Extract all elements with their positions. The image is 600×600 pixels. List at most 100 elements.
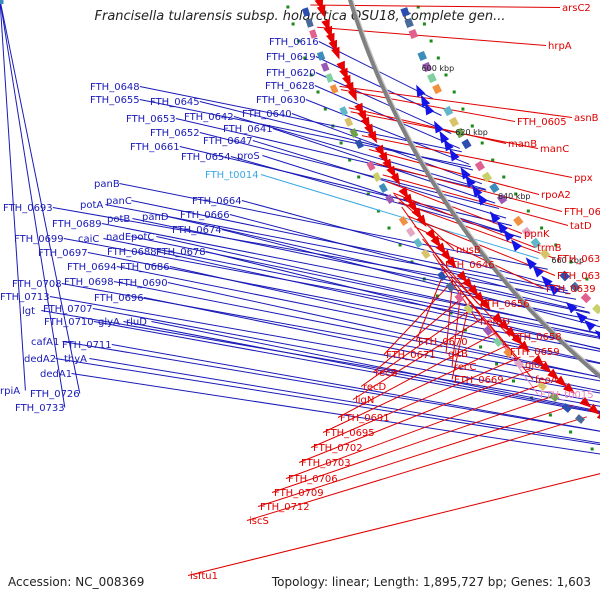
tick-dot <box>449 311 453 315</box>
forward-gene-label: FTH_0653 <box>126 114 176 125</box>
reverse-gene-arrow <box>596 413 600 419</box>
forward-gene-label: FTH_0733 <box>15 403 65 414</box>
forward-gene-label: nadE <box>106 232 131 243</box>
forward-leader-line <box>89 358 600 444</box>
forward-gene-label: proS <box>237 151 260 162</box>
tick-dot <box>339 141 343 145</box>
tick-dot <box>590 447 594 451</box>
forward-gene-label: FTH_0642 <box>184 112 234 123</box>
forward-gene-label: FTH_0726 <box>30 389 80 400</box>
tick-dot <box>461 107 465 111</box>
tick-dot <box>479 345 483 349</box>
inner-gc-block <box>521 226 533 238</box>
reverse-gene-arrow <box>504 326 517 339</box>
tick-dot <box>514 192 518 196</box>
tick-dots <box>0 0 594 451</box>
forward-gene-label: FTH_0661 <box>130 142 180 153</box>
inner-gc-block <box>513 215 524 227</box>
forward-leader-line <box>62 341 600 432</box>
reverse-leader-line <box>246 416 587 521</box>
forward-leader-line <box>167 282 600 378</box>
forward-gene-arrow <box>420 94 431 108</box>
inner-gc-block <box>489 182 500 194</box>
tick-dot <box>309 73 313 77</box>
forward-gene-label: FTH_0666 <box>180 210 230 221</box>
reverse-leader-line <box>298 368 534 463</box>
reverse-leader-line <box>441 265 511 337</box>
tick-dot <box>491 158 495 162</box>
inner-gc-block <box>443 105 454 117</box>
reverse-gene-arrow <box>398 186 409 200</box>
outer-gc-block <box>437 271 447 281</box>
reverse-gene-arrow <box>440 249 452 262</box>
forward-gene-label: FTH_0697 <box>38 248 88 259</box>
tick-label: 620 kbp <box>455 128 488 137</box>
reverse-leader-line <box>368 149 540 195</box>
forward-gene-label: caiC <box>78 234 99 245</box>
reverse-gene-label: FTH_0671 <box>386 350 436 361</box>
forward-gene-label: FTH_0696 <box>94 293 144 304</box>
outer-gc-block <box>482 326 493 336</box>
inner-gc-block <box>432 83 442 95</box>
reverse-leader-line <box>422 238 479 304</box>
reverse-leader-line <box>376 162 563 212</box>
reverse-gene-arrow <box>555 375 567 387</box>
inner-gc-block <box>474 160 485 172</box>
reverse-gene-arrow <box>386 165 397 179</box>
outer-gc-block <box>503 348 514 358</box>
forward-leader-lines <box>0 0 600 455</box>
tick-dot <box>452 90 456 94</box>
tick-dot <box>526 209 530 213</box>
outer-gc-block <box>302 7 311 17</box>
tick-dot <box>297 39 301 43</box>
forward-leader-line <box>92 308 600 403</box>
outer-gc-block <box>463 304 474 314</box>
forward-gene-label: FTH_0641 <box>223 124 273 135</box>
inner-gc-block <box>427 72 437 84</box>
forward-leader-line <box>291 113 483 185</box>
tick-dot <box>444 73 448 77</box>
forward-gene-arrow <box>489 211 501 224</box>
tick-dot <box>398 243 402 247</box>
outer-gc-block <box>454 293 465 303</box>
forward-leader-line <box>0 0 66 408</box>
tick-dot <box>429 39 433 43</box>
forward-gene-label: cafA1 <box>31 337 59 348</box>
tick-dot <box>316 90 320 94</box>
tick-dot <box>366 192 370 196</box>
forward-gene-label: FTH_0699 <box>14 234 64 245</box>
forward-leader-line <box>143 297 600 392</box>
forward-gene-arrow <box>575 311 588 324</box>
forward-leader-line <box>71 373 600 455</box>
reverse-gene-arrow <box>547 368 560 381</box>
reverse-leader-line <box>310 356 521 448</box>
reverse-gene-label: rpoA2 <box>541 190 571 201</box>
reverse-gene-arrow <box>430 235 442 248</box>
forward-gene-arrow <box>584 319 596 332</box>
tick-dot <box>502 175 506 179</box>
forward-gene-label: FTH_0664 <box>192 196 242 207</box>
reverse-leader-line <box>271 393 560 493</box>
inner-gc-block <box>569 281 581 293</box>
tick-dot <box>585 277 589 281</box>
forward-leader-line <box>221 229 600 328</box>
reverse-gene-arrow <box>498 319 510 332</box>
forward-gene-label: FTH_0616 <box>269 37 319 48</box>
forward-gene-label: dedA2 <box>24 354 56 365</box>
reverse-gene-label: FTH_0669 <box>454 375 504 386</box>
reverse-gene-label: FTH_0695 <box>325 428 375 439</box>
reverse-gene-arrow <box>435 242 447 255</box>
outer-gc-block <box>366 161 376 171</box>
outer-gc-block <box>305 18 314 28</box>
forward-gene-label: FTH_0694 <box>67 262 117 273</box>
tick-dot <box>357 175 361 179</box>
reverse-leader-line <box>285 381 548 479</box>
inner-gc-block <box>0 0 4 4</box>
forward-gene-arrow <box>439 130 450 144</box>
reverse-gene-label: FTH_0702 <box>313 443 363 454</box>
forward-gene-label: FTH_0698 <box>64 277 114 288</box>
tick-dot <box>323 107 327 111</box>
reverse-gene-label: asnB <box>574 113 599 124</box>
